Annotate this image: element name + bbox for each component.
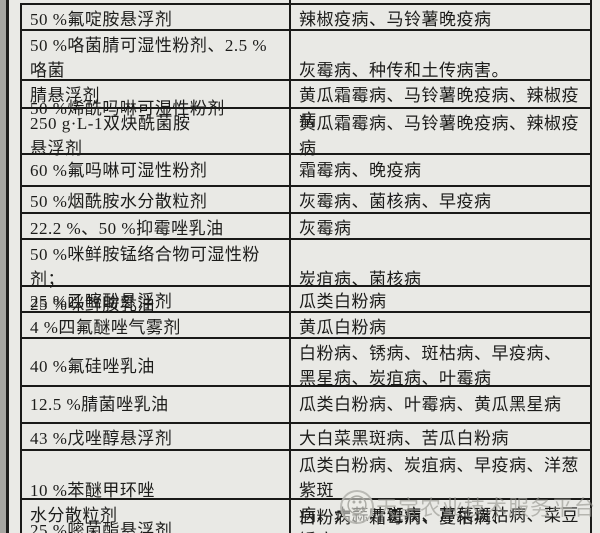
table-row: 12.5 %腈菌唑乳油 瓜类白粉病、叶霉病、黄瓜黑星病: [22, 387, 590, 424]
diseases-cell: 白粉病、锈病、斑枯病、早疫病、 黑星病、炭疽病、叶霉病: [299, 344, 562, 388]
formulation-cell: 25 %嘧菌酯悬浮剂: [22, 500, 291, 533]
table-row: 4 %四氟醚唑气雾剂 黄瓜白粉病: [22, 313, 590, 342]
diseases-cell: 黄瓜白粉病: [299, 318, 387, 337]
formulation-cell: 4 %四氟醚唑气雾剂: [22, 313, 291, 342]
diseases-cell: 大白菜黑斑病、苦瓜白粉病: [299, 429, 509, 448]
right-border-stub: [590, 0, 592, 5]
table-row: 50 %烯酰吗啉可湿性粉剂 黄瓜霜霉病、马铃薯晚疫病、辣椒疫病: [22, 81, 590, 135]
table-row: 50 %咯菌腈可湿性粉剂、2.5 %咯菌 腈悬浮剂 灰霉病、种传和土传病害。: [22, 31, 590, 110]
table-row: 25 %嘧菌酯悬浮剂 白粉病、霜霉病、蔓枯病、 炭疽病、早疫病: [22, 500, 590, 533]
diseases-cell: 瓜类白粉病: [299, 292, 387, 311]
formulation-cell: 60 %氟吗啉可湿性粉剂: [22, 155, 291, 185]
table-row: 22.2 %、50 %抑霉唑乳油 灰霉病: [22, 214, 590, 243]
formulation-cell: 250 g·L-1双炔酰菌胺 悬浮剂: [22, 109, 291, 163]
cropped-left-strip: [0, 0, 6, 533]
table-row: 43 %戊唑醇悬浮剂 大白菜黑斑病、苦瓜白粉病: [22, 424, 590, 453]
diseases-cell: 炭疽病、菌核病: [299, 270, 422, 289]
formulation-cell: 12.5 %腈菌唑乳油: [22, 387, 291, 422]
formulation-cell: 43 %戊唑醇悬浮剂: [22, 424, 291, 453]
formulation-cell: 10 %苯醚甲环唑 水分散粒剂: [22, 451, 291, 533]
column-divider-stub: [289, 0, 291, 5]
diseases-cell: 灰霉病、菌核病、早疫病: [299, 192, 492, 211]
diseases-cell: 霜霉病、晚疫病: [299, 160, 422, 180]
table-row: 10 %苯醚甲环唑 水分散粒剂 瓜类白粉病、炭疽病、早疫病、洋葱紫斑 病、大蒜叶…: [22, 451, 590, 533]
formulation-cell: 25 %乙嘧酚悬浮剂: [22, 287, 291, 316]
formulation-cell: 22.2 %、50 %抑霉唑乳油: [22, 214, 291, 243]
formulation-cell: 50 %烯酰吗啉可湿性粉剂: [22, 81, 291, 135]
table-row: 60 %氟吗啉可湿性粉剂 霜霉病、晚疫病: [22, 155, 590, 187]
table-row: 50 %咪鲜胺锰络合物可湿性粉剂； 25 %咪鲜胺乳油 炭疽病、菌核病: [22, 240, 590, 319]
table-row: 50 %烟酰胺水分散粒剂 灰霉病、菌核病、早疫病: [22, 187, 590, 216]
diseases-cell: 白粉病、霜霉病、蔓枯病、 炭疽病、早疫病: [299, 508, 509, 527]
formulation-cell: 50 %氟啶胺悬浮剂: [22, 5, 291, 34]
formulation-cell: 50 %咯菌腈可湿性粉剂、2.5 %咯菌 腈悬浮剂: [22, 31, 291, 110]
formulation-cell: 40 %氟硅唑乳油: [22, 339, 291, 393]
diseases-cell: 黄瓜霜霉病、马铃薯晚疫病、辣椒疫病: [299, 114, 579, 158]
cropped-left-border: [6, 0, 9, 533]
formulation-cell: 50 %咪鲜胺锰络合物可湿性粉剂； 25 %咪鲜胺乳油: [22, 240, 291, 319]
diseases-cell: 辣椒疫病、马铃薯晚疫病: [299, 10, 492, 29]
table-row: 40 %氟硅唑乳油 白粉病、锈病、斑枯病、早疫病、 黑星病、炭疽病、叶霉病: [22, 339, 590, 393]
diseases-cell: 黄瓜霜霉病、马铃薯晚疫病、辣椒疫病: [299, 86, 579, 130]
diseases-cell: 灰霉病: [299, 219, 352, 238]
table-row: 250 g·L-1双炔酰菌胺 悬浮剂 黄瓜霜霉病、马铃薯晚疫病、辣椒疫病: [22, 109, 590, 163]
table-row: 50 %氟啶胺悬浮剂 辣椒疫病、马铃薯晚疫病: [22, 5, 590, 34]
table-row: 25 %乙嘧酚悬浮剂 瓜类白粉病: [22, 287, 590, 316]
formulation-cell: 50 %烟酰胺水分散粒剂: [22, 187, 291, 216]
diseases-cell: 瓜类白粉病、叶霉病、黄瓜黑星病: [299, 395, 562, 414]
diseases-cell: 灰霉病、种传和土传病害。: [299, 61, 509, 80]
pesticide-disease-table: 50 %氟啶胺悬浮剂 辣椒疫病、马铃薯晚疫病 50 %咯菌腈可湿性粉剂、2.5 …: [20, 3, 592, 533]
